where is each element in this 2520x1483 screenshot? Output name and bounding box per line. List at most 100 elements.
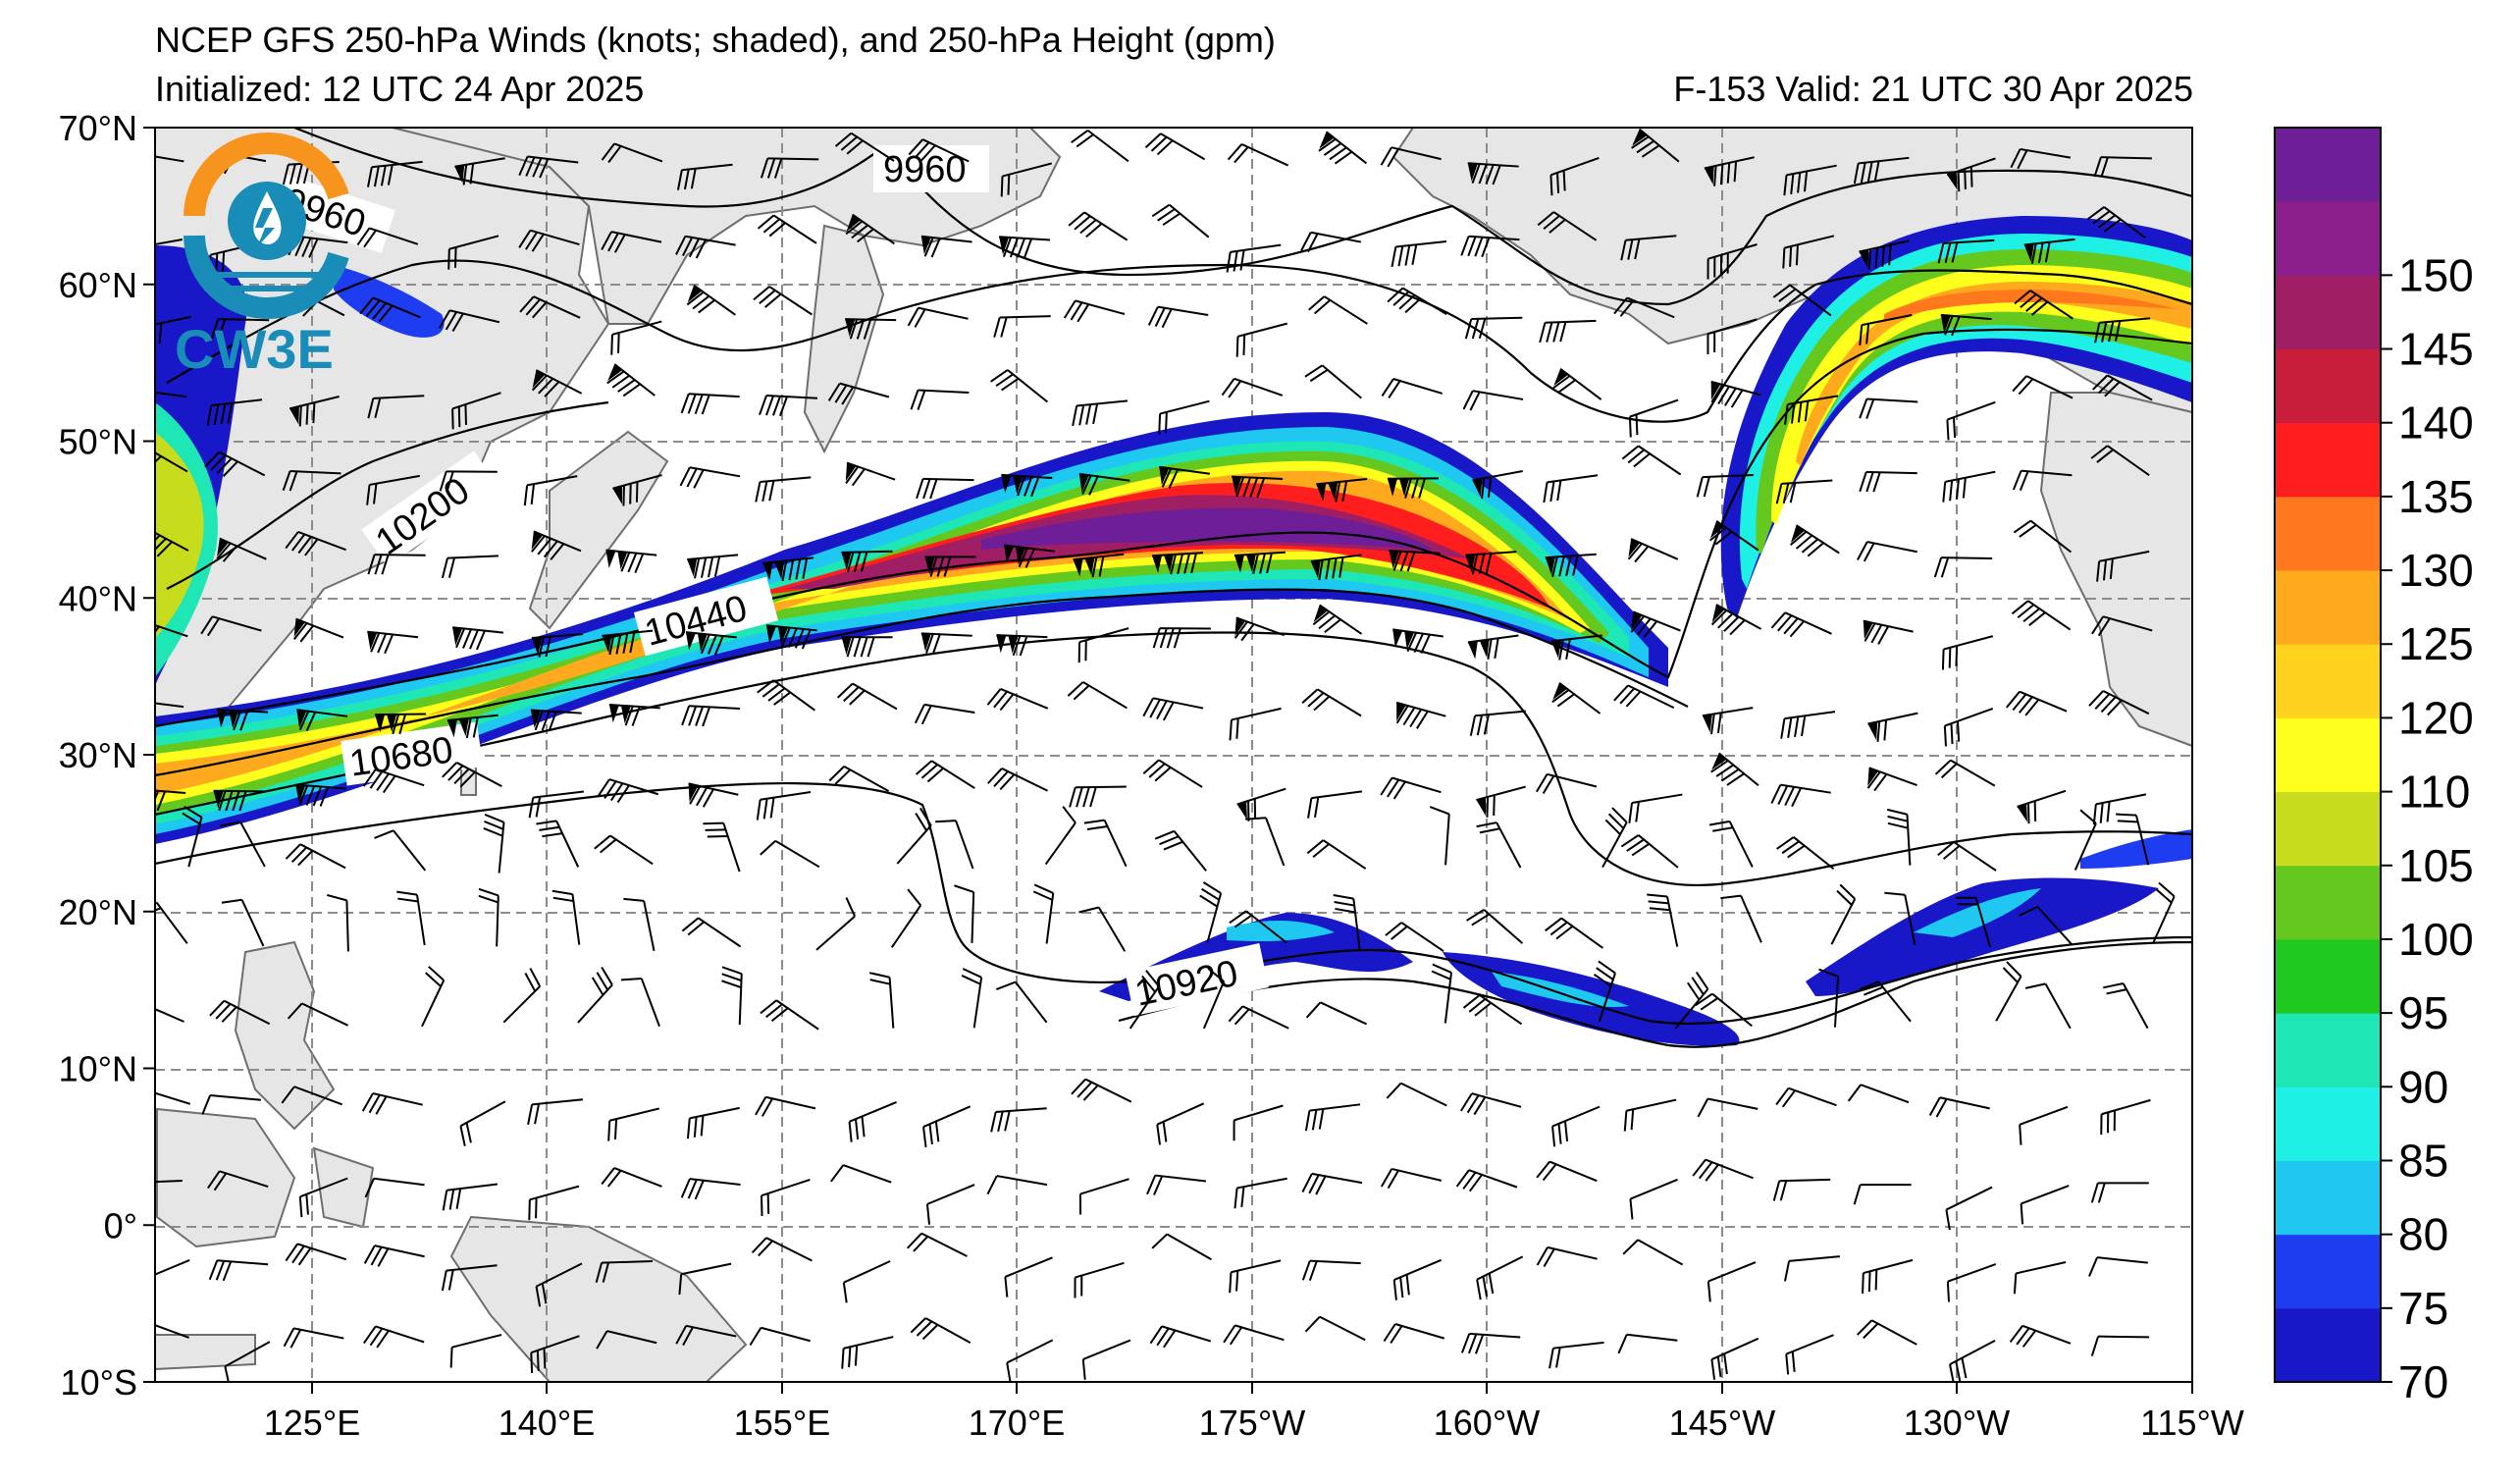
jet-subtropical-4: [2080, 829, 2192, 869]
wind-barb: [1455, 1169, 1518, 1192]
wind-barb: [1232, 475, 1284, 499]
wind-barb: [990, 1107, 1047, 1133]
wind-barb: [606, 363, 656, 397]
wind-barb: [535, 1262, 583, 1307]
jet-alaska-125kt: [1884, 290, 2179, 322]
wind-barb: [906, 1232, 968, 1257]
wind-barb: [1770, 611, 1832, 638]
wind-barb: [200, 615, 262, 637]
wind-barb: [366, 160, 423, 187]
wind-barb: [1476, 1255, 1524, 1300]
map-title: NCEP GFS 250-hPa Winds (knots; shaded), …: [155, 20, 1276, 60]
wind-barb: [1862, 1258, 1914, 1294]
wind-barb: [155, 618, 188, 645]
wind-barb: [1783, 164, 1837, 196]
wind-barb: [1674, 971, 1709, 1030]
wind-barb: [1305, 1001, 1367, 1026]
wind-barb: [208, 1259, 269, 1282]
valid-time: F-153 Valid: 21 UTC 30 Apr 2025: [1673, 69, 2193, 109]
wind-barb: [1937, 238, 1995, 264]
wind-barb: [1078, 472, 1130, 496]
wind-barb: [1142, 759, 1203, 788]
wind-barb: [155, 151, 184, 163]
wind-barb: [483, 814, 505, 874]
colorbar-segment: [2275, 791, 2381, 867]
wind-barb: [1387, 477, 1439, 499]
wind-barb: [530, 530, 582, 560]
wind-barb: [1708, 820, 1754, 868]
wind-barb: [986, 768, 1049, 792]
wind-barb: [527, 1098, 583, 1126]
wind-barb: [287, 1002, 349, 1027]
colorbar-segment: [2275, 717, 2381, 793]
wind-barb: [1301, 1172, 1363, 1195]
wind-barb: [594, 834, 654, 866]
wind-barb: [1630, 610, 1681, 638]
wind-barb: [155, 315, 191, 345]
wind-barb: [1601, 807, 1628, 869]
wind-barb: [1859, 470, 1917, 493]
wind-barb: [1629, 1178, 1678, 1220]
wind-barb: [1151, 1233, 1212, 1261]
wind-barb: [2094, 317, 2151, 344]
wind-barb: [2116, 813, 2150, 866]
wind-barb: [1702, 707, 1754, 735]
wind-barb: [452, 626, 503, 651]
wind-barb: [531, 633, 583, 658]
jet-subtropical-3b: [1914, 888, 2041, 937]
wind-barb: [1620, 235, 1677, 261]
wind-barb: [1780, 711, 1836, 739]
wind-barb: [442, 762, 502, 788]
wind-barb: [841, 636, 893, 658]
wind-barb: [296, 709, 348, 732]
wind-barb: [1067, 681, 1128, 710]
wind-barb: [1775, 479, 1833, 504]
wind-barb: [1955, 896, 1992, 948]
wind-barb: [1221, 377, 1284, 398]
wind-barb: [1469, 710, 1526, 736]
wind-barb: [836, 682, 898, 711]
wind-barb: [1775, 1086, 1837, 1108]
wind-barb: [502, 968, 542, 1024]
wind-shading: [155, 216, 2192, 1046]
jet-main-150kt: [981, 507, 1433, 550]
lat-label: 0°: [104, 1205, 137, 1245]
wind-barb: [753, 286, 813, 316]
wind-barb: [1937, 841, 1997, 872]
wind-barb: [2088, 1256, 2148, 1277]
wind-barb: [155, 787, 186, 812]
contour-10680-a: [155, 631, 2192, 887]
colorbar-segment: [2275, 570, 2381, 645]
wind-barb: [1867, 712, 1918, 742]
lon-label: 130°W: [1904, 1403, 2010, 1443]
wind-barb: [1001, 473, 1053, 498]
wind-barb: [155, 699, 184, 709]
land-borneo: [156, 1107, 296, 1248]
cw3e-logo-text: CW3E: [175, 318, 334, 380]
wind-barb: [366, 474, 420, 505]
wind-barb: [1429, 806, 1450, 866]
wind-barb: [220, 821, 266, 868]
wind-barb: [367, 395, 425, 419]
wind-barb: [363, 1325, 425, 1349]
wind-barb: [841, 1336, 894, 1369]
wind-barb: [1863, 619, 1914, 645]
wind-barb: [285, 531, 346, 556]
wind-barb: [209, 999, 271, 1026]
wind-barb: [1772, 284, 1832, 317]
wind-barb: [675, 235, 736, 259]
wind-barb: [597, 778, 659, 804]
wind-barb: [285, 1243, 347, 1266]
wind-barb: [1154, 829, 1207, 872]
wind-barb: [755, 1095, 816, 1117]
wind-barb: [830, 1164, 892, 1184]
wind-barb: [1072, 399, 1129, 427]
colorbar-segment: [2275, 275, 2381, 350]
wind-barb: [2090, 1182, 2149, 1203]
wind-barb: [2024, 982, 2072, 1030]
wind-barb: [1613, 684, 1675, 709]
wind-barb: [1784, 395, 1839, 425]
colorbar-label: 80: [2398, 1209, 2448, 1260]
wind-barb: [1706, 318, 1758, 355]
wind-barb: [1202, 967, 1226, 1030]
